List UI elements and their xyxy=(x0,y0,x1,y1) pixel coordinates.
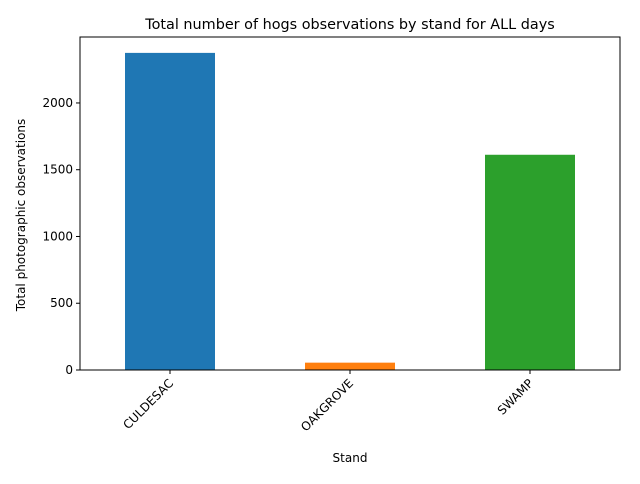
bars-layer xyxy=(125,52,575,370)
y-tick-label: 2000 xyxy=(42,96,73,110)
y-tick-label: 1500 xyxy=(42,163,73,177)
x-axis-ticks: CULDESAC OAKGROVE SWAMP xyxy=(120,370,536,434)
x-tick-label-oakgrove: OAKGROVE xyxy=(298,376,356,434)
y-tick-label: 1000 xyxy=(42,229,73,243)
chart-title: Total number of hogs observations by sta… xyxy=(144,17,554,33)
y-axis-label: Total photographic observations xyxy=(14,119,28,313)
bar-swamp xyxy=(485,154,575,370)
x-tick-label-swamp: SWAMP xyxy=(495,376,536,417)
x-tick-label-culdesac: CULDESAC xyxy=(120,376,176,432)
y-tick-label: 500 xyxy=(50,296,73,310)
y-tick-label: 0 xyxy=(65,363,73,377)
y-axis-ticks: 0 500 1000 1500 2000 xyxy=(42,96,80,377)
bar-oakgrove xyxy=(305,362,395,370)
bar-culdesac xyxy=(125,52,215,370)
x-axis-label: Stand xyxy=(333,451,368,465)
